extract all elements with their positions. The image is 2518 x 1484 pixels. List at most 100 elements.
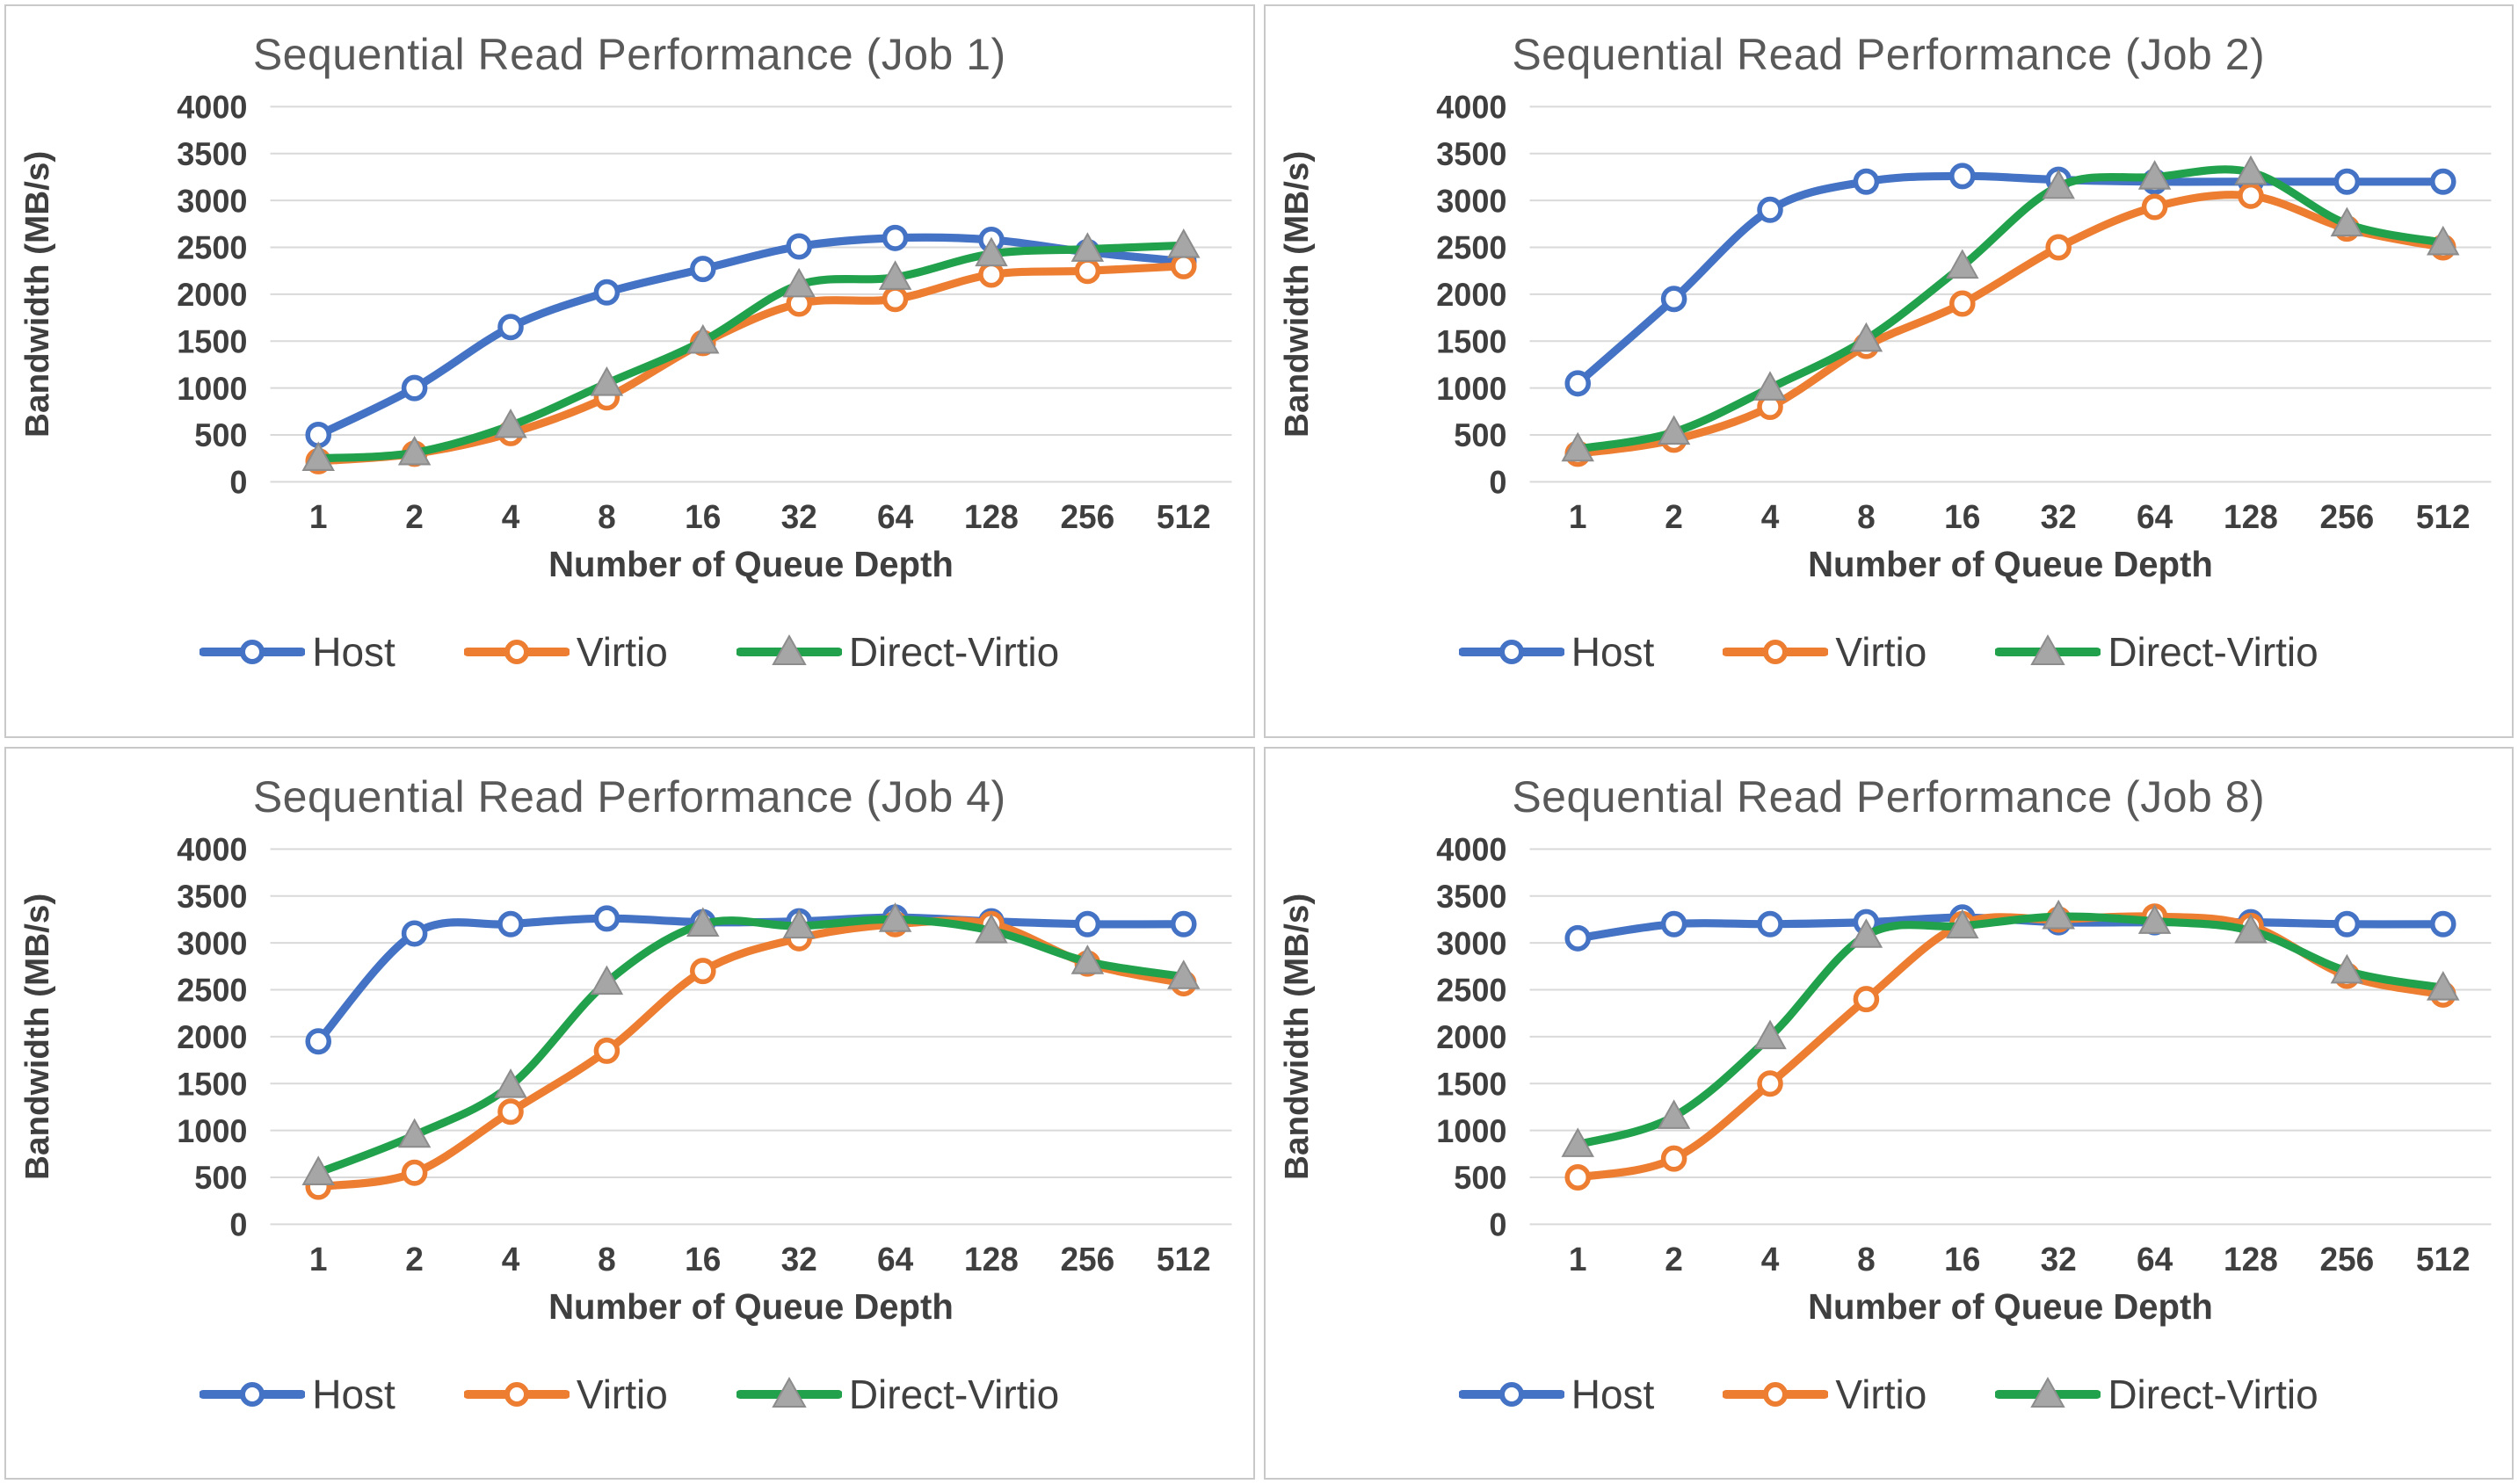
x-tick-label: 128 bbox=[2224, 1240, 2278, 1277]
data-point-marker bbox=[1167, 959, 1201, 989]
data-point-marker bbox=[1853, 985, 1879, 1012]
series-line bbox=[314, 916, 1188, 1191]
series-line bbox=[314, 913, 1188, 1046]
x-tick-label: 1 bbox=[1568, 498, 1586, 535]
y-tick-label: 4000 bbox=[1436, 89, 1506, 125]
data-point-marker bbox=[1752, 371, 1787, 401]
chart-legend: Host Virtio Direct-Virtio bbox=[1266, 1371, 2513, 1418]
data-point-marker bbox=[2330, 206, 2363, 237]
data-point-marker bbox=[497, 314, 524, 341]
data-point-marker bbox=[782, 908, 816, 938]
data-point-marker bbox=[1070, 232, 1105, 262]
data-point-marker bbox=[782, 267, 816, 298]
legend-label: Virtio bbox=[1835, 629, 1927, 675]
y-tick-label: 500 bbox=[194, 417, 247, 453]
data-point-marker bbox=[2237, 182, 2264, 209]
legend-label: Virtio bbox=[1835, 1371, 1927, 1417]
y-axis-ticks: 0 500 1000 1500 2000 2500 3000 3500 4000 bbox=[1436, 89, 1506, 500]
x-axis-label: Number of Queue Depth bbox=[1808, 544, 2213, 584]
x-tick-label: 8 bbox=[1857, 1240, 1876, 1277]
data-point-marker bbox=[1070, 944, 1105, 974]
gridlines bbox=[1529, 105, 2491, 483]
legend-swatch-host bbox=[200, 1381, 306, 1407]
x-tick-label: 4 bbox=[1760, 498, 1779, 535]
legend-label: Host bbox=[1571, 629, 1655, 675]
x-tick-label: 256 bbox=[2319, 1240, 2374, 1277]
x-tick-label: 256 bbox=[1060, 1240, 1114, 1277]
legend-item-host: Host bbox=[200, 628, 395, 676]
data-point-marker bbox=[590, 366, 624, 396]
x-tick-label: 1 bbox=[1568, 1240, 1586, 1277]
y-axis-label: Bandwidth (MB/s) bbox=[1278, 151, 1316, 438]
legend-label: Virtio bbox=[576, 1371, 668, 1417]
chart-panel: Sequential Read Performance (Job 1) 0 500… bbox=[4, 4, 1255, 738]
data-point-marker bbox=[305, 1027, 332, 1054]
chart-legend: Host Virtio Direct-Virtio bbox=[6, 1371, 1253, 1418]
data-point-marker bbox=[1853, 168, 1879, 195]
legend-marker bbox=[240, 640, 265, 664]
y-tick-label: 2500 bbox=[177, 229, 247, 265]
data-point-marker bbox=[878, 901, 912, 932]
y-tick-label: 3000 bbox=[1436, 183, 1506, 219]
data-point-marker bbox=[2137, 903, 2171, 934]
legend-label: Direct-Virtio bbox=[848, 629, 1060, 675]
chart-legend: Host Virtio Direct-Virtio bbox=[1266, 628, 2513, 676]
data-point-marker bbox=[590, 965, 624, 995]
series-line bbox=[1573, 171, 2447, 387]
y-tick-label: 1000 bbox=[177, 1112, 247, 1148]
line-chart: 0 500 1000 1500 2000 2500 3000 3500 4000 1 2 4 8 16 32… bbox=[18, 89, 1232, 584]
data-point-marker bbox=[1560, 431, 1594, 462]
data-point-marker bbox=[1657, 1098, 1690, 1129]
y-tick-label: 1500 bbox=[177, 323, 247, 359]
x-tick-label: 1 bbox=[309, 498, 328, 535]
data-point-marker bbox=[1074, 910, 1101, 937]
data-point-marker bbox=[2426, 970, 2460, 1001]
data-point-marker bbox=[401, 1159, 428, 1186]
data-point-marker bbox=[397, 1118, 432, 1147]
data-point-marker bbox=[2041, 169, 2075, 199]
data-point-marker bbox=[690, 256, 716, 283]
legend-item-direct-virtio: Direct-Virtio bbox=[1995, 628, 2318, 676]
gridlines bbox=[270, 105, 1232, 483]
y-tick-label: 3500 bbox=[177, 136, 247, 172]
x-axis-ticks: 1 2 4 8 16 32 64 128 256 512 bbox=[1568, 1240, 2470, 1277]
legend-label: Direct-Virtio bbox=[848, 1371, 1060, 1417]
y-tick-label: 2500 bbox=[1436, 972, 1506, 1008]
legend-label: Virtio bbox=[576, 629, 668, 675]
legend-marker bbox=[504, 640, 529, 664]
x-tick-label: 64 bbox=[877, 498, 913, 535]
data-point-marker bbox=[978, 261, 1005, 288]
data-point-marker bbox=[2233, 913, 2268, 944]
x-tick-label: 512 bbox=[1157, 498, 1211, 535]
data-point-marker bbox=[686, 323, 720, 354]
x-tick-label: 512 bbox=[1157, 1240, 1211, 1277]
y-tick-label: 1500 bbox=[1436, 1066, 1506, 1102]
data-point-marker bbox=[1564, 1163, 1591, 1191]
data-point-marker bbox=[401, 374, 428, 402]
legend-marker bbox=[240, 1381, 265, 1407]
legend-swatch-direct-virtio bbox=[736, 1376, 842, 1408]
x-axis-ticks: 1 2 4 8 16 32 64 128 256 512 bbox=[309, 498, 1211, 535]
x-tick-label: 4 bbox=[502, 498, 520, 535]
data-point-marker bbox=[686, 906, 720, 937]
chart-panel: Sequential Read Performance (Job 4) 0 500… bbox=[4, 746, 1255, 1480]
y-tick-label: 1000 bbox=[177, 371, 247, 407]
data-point-marker bbox=[2333, 168, 2360, 195]
data-point-marker bbox=[1167, 228, 1201, 258]
data-point-marker bbox=[2429, 910, 2456, 937]
y-tick-label: 4000 bbox=[177, 89, 247, 125]
legend-marker bbox=[1498, 1381, 1524, 1407]
data-point-marker bbox=[494, 408, 527, 438]
data-point-marker bbox=[786, 233, 812, 260]
legend-swatch-virtio bbox=[1723, 640, 1829, 664]
data-point-marker bbox=[1660, 910, 1687, 937]
legend-label: Host bbox=[312, 629, 395, 675]
data-point-marker bbox=[1657, 415, 1690, 445]
legend-swatch-virtio bbox=[1723, 1381, 1829, 1407]
data-point-marker bbox=[593, 904, 620, 931]
data-point-marker bbox=[1849, 322, 1883, 352]
x-tick-label: 2 bbox=[1665, 498, 1683, 535]
x-tick-label: 32 bbox=[2040, 1240, 2076, 1277]
y-axis-label: Bandwidth (MB/s) bbox=[1278, 893, 1316, 1179]
data-point-marker bbox=[301, 441, 335, 471]
